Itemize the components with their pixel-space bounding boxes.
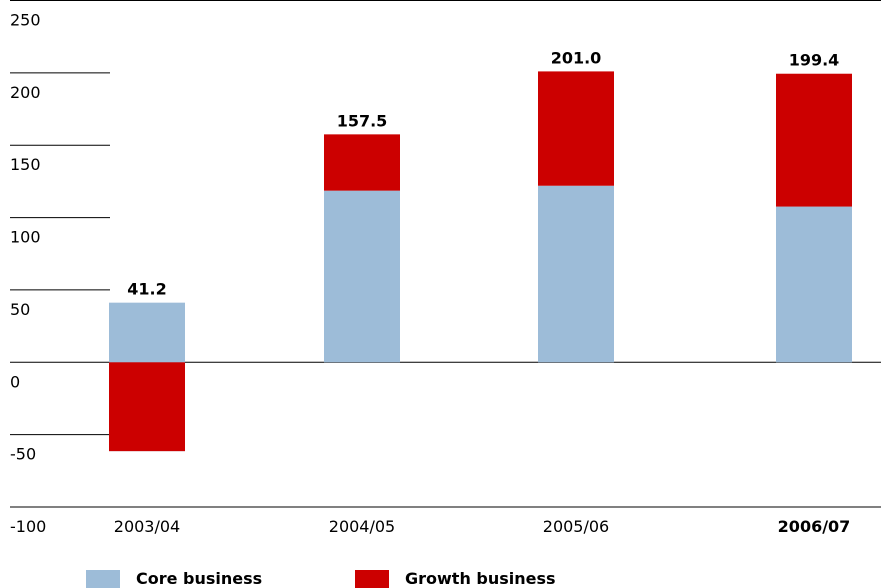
bar-segment: [324, 190, 400, 363]
legend-swatch: [86, 570, 120, 588]
y-tick-label: -50: [10, 445, 36, 464]
y-tick-label: 150: [10, 155, 41, 174]
y-tick-label: 100: [10, 228, 41, 247]
x-tick-label: 2004/05: [329, 517, 395, 536]
bar-segment: [538, 185, 614, 363]
bar-segment: [776, 206, 852, 363]
y-tick-label: 250: [10, 11, 41, 30]
y-tick-label: 0: [10, 372, 20, 391]
total-label: 41.2: [127, 280, 166, 299]
total-label: 157.5: [337, 111, 388, 130]
x-tick-label: 2003/04: [114, 517, 180, 536]
total-label: 199.4: [789, 51, 840, 70]
y-tick-label: 200: [10, 83, 41, 102]
y-tick-label: -100: [10, 517, 46, 536]
legend-label: Core business: [136, 569, 262, 588]
x-tick-label: 2006/07: [778, 517, 851, 536]
legend-label: Growth business: [405, 569, 556, 588]
y-tick-label: 50: [10, 300, 30, 319]
x-tick-label: 2005/06: [543, 517, 609, 536]
bar-segment: [109, 362, 185, 452]
total-label: 201.0: [551, 48, 602, 67]
bar-segment: [776, 73, 852, 207]
legend-swatch: [355, 570, 389, 588]
bar-segment: [538, 71, 614, 186]
bar-segment: [324, 134, 400, 191]
